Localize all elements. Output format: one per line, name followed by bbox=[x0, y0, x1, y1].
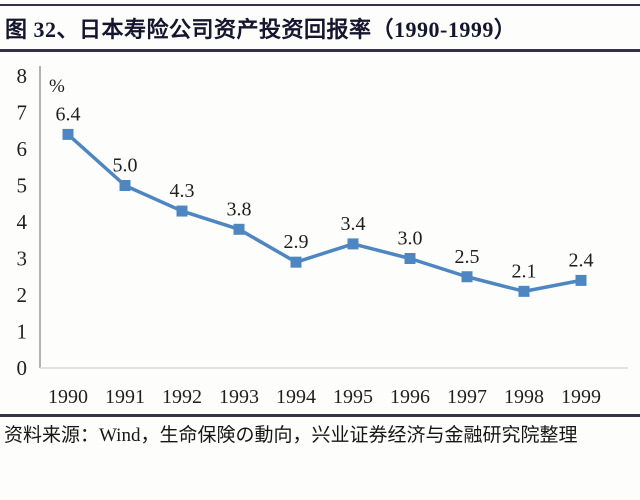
x-tick-label: 1998 bbox=[504, 386, 544, 408]
line-chart-canvas: 0 1 2 3 4 5 6 7 8 % 1990 1991 1992 1993 1994 1995 1996 19… bbox=[17, 64, 628, 408]
data-label: 2.4 bbox=[569, 249, 594, 271]
data-label: 2.9 bbox=[284, 231, 309, 253]
y-tick-label: 0 bbox=[17, 356, 28, 380]
data-point bbox=[176, 205, 188, 217]
y-axis-unit-label: % bbox=[49, 76, 65, 97]
x-tick-label: 1992 bbox=[162, 386, 202, 408]
figure-title: 图 32、日本寿险公司资产投资回报率（1990-1999） bbox=[0, 4, 640, 52]
x-tick-label: 1997 bbox=[447, 386, 487, 408]
x-tick-label: 1993 bbox=[219, 386, 259, 408]
data-label: 2.5 bbox=[455, 246, 480, 268]
x-tick-label: 1991 bbox=[105, 386, 145, 408]
line-chart: 0 1 2 3 4 5 6 7 8% 1990 1991 1992 1993 1994 1995 1996 19… bbox=[0, 52, 640, 414]
data-label: 6.4 bbox=[56, 103, 81, 125]
data-point bbox=[575, 274, 587, 286]
data-line bbox=[66, 132, 583, 294]
data-point bbox=[461, 271, 473, 283]
data-point bbox=[404, 253, 416, 264]
x-tick-label: 1999 bbox=[561, 386, 601, 408]
data-point bbox=[233, 223, 245, 235]
data-label: 4.3 bbox=[170, 180, 195, 202]
data-label: 3.4 bbox=[341, 213, 366, 235]
y-tick-label: 1 bbox=[17, 320, 28, 344]
y-tick-label: 7 bbox=[17, 101, 28, 125]
x-tick-label: 1996 bbox=[390, 386, 430, 408]
data-point bbox=[347, 238, 359, 250]
y-tick-label: 3 bbox=[17, 247, 28, 271]
y-tick-label: 5 bbox=[17, 174, 28, 198]
data-point bbox=[518, 285, 530, 297]
data-point bbox=[290, 256, 302, 268]
footer-divider bbox=[0, 414, 640, 417]
y-tick-label: 2 bbox=[17, 283, 28, 307]
y-tick-label: 8 bbox=[17, 64, 28, 88]
data-point bbox=[119, 180, 131, 191]
figure-title-text: 图 32、日本寿险公司资产投资回报率（1990-1999） bbox=[5, 17, 517, 42]
x-tick-label: 1990 bbox=[48, 386, 88, 408]
data-label: 3.8 bbox=[227, 198, 252, 220]
data-label: 3.0 bbox=[398, 228, 423, 250]
data-label: 2.1 bbox=[512, 260, 537, 282]
x-tick-label: 1994 bbox=[276, 386, 316, 408]
y-tick-label: 6 bbox=[17, 137, 28, 161]
y-tick-label: 4 bbox=[17, 210, 28, 234]
data-label: 5.0 bbox=[113, 155, 138, 177]
source-note: 资料来源：Wind，生命保険の動向，兴业证券经济与金融研究院整理 bbox=[0, 417, 640, 451]
x-tick-label: 1995 bbox=[333, 386, 373, 408]
data-point bbox=[62, 128, 74, 140]
source-note-text: 资料来源：Wind，生命保険の動向，兴业证券经济与金融研究院整理 bbox=[4, 425, 578, 446]
